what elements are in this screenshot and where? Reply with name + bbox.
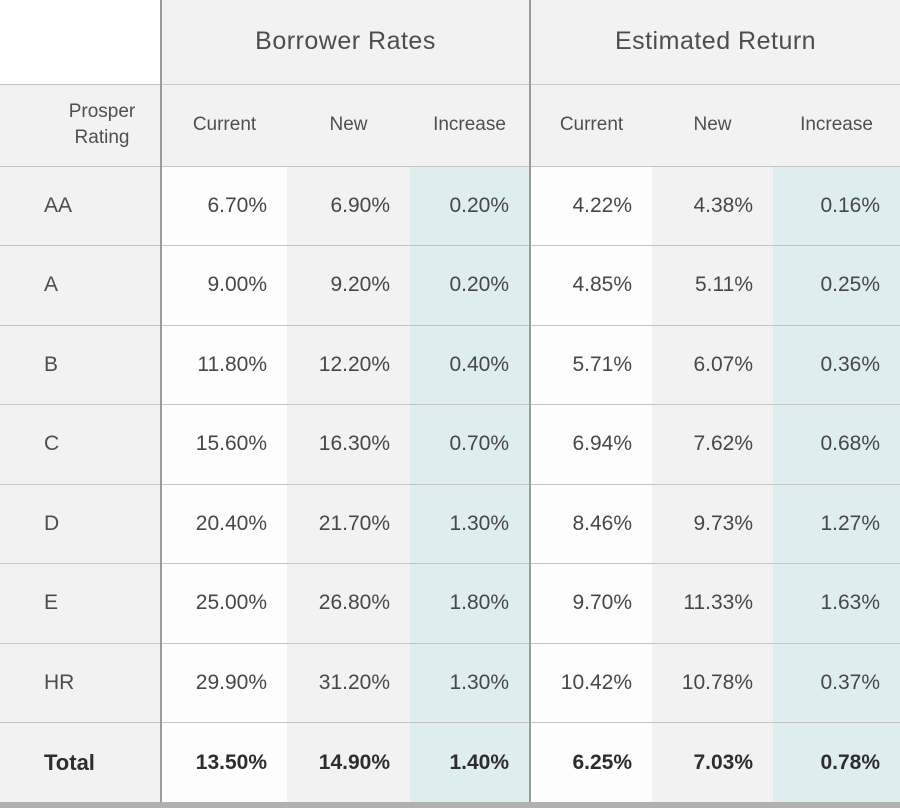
value-cell: 1.30%	[410, 484, 531, 564]
column-header-er-current: Current	[530, 84, 652, 167]
column-header-er-new: New	[652, 84, 773, 167]
value-cell: 0.68%	[773, 404, 900, 485]
rating-cell: A	[0, 245, 162, 326]
value-cell: 25.00%	[161, 563, 287, 644]
value-cell: 4.38%	[652, 166, 773, 246]
value-cell: 26.80%	[287, 563, 410, 644]
value-cell: 12.20%	[287, 325, 410, 405]
value-cell: 1.40%	[410, 722, 531, 802]
value-cell: 6.07%	[652, 325, 773, 405]
section-header-estimated-return: Estimated Return	[530, 0, 900, 85]
value-cell: 9.20%	[287, 245, 410, 326]
value-cell: 8.46%	[530, 484, 652, 564]
value-cell: 1.27%	[773, 484, 900, 564]
column-header-br-increase: Increase	[410, 84, 531, 167]
table-row-b: B 11.80% 12.20% 0.40% 5.71% 6.07% 0.36%	[0, 325, 900, 405]
value-cell: 1.30%	[410, 643, 531, 723]
value-cell: 0.70%	[410, 404, 531, 485]
value-cell: 6.70%	[161, 166, 287, 246]
value-cell: 0.36%	[773, 325, 900, 405]
column-header-prosper-rating: Prosper Rating	[0, 84, 162, 167]
column-header-br-new: New	[287, 84, 410, 167]
value-cell: 1.80%	[410, 563, 531, 644]
value-cell: 15.60%	[161, 404, 287, 485]
value-cell: 11.80%	[161, 325, 287, 405]
table-row-hr: HR 29.90% 31.20% 1.30% 10.42% 10.78% 0.3…	[0, 643, 900, 723]
value-cell: 0.37%	[773, 643, 900, 723]
value-cell: 6.90%	[287, 166, 410, 246]
table-row-aa: AA 6.70% 6.90% 0.20% 4.22% 4.38% 0.16%	[0, 166, 900, 246]
rating-cell: B	[0, 325, 162, 405]
value-cell: 0.25%	[773, 245, 900, 326]
value-cell: 21.70%	[287, 484, 410, 564]
value-cell: 5.71%	[530, 325, 652, 405]
value-cell: 4.85%	[530, 245, 652, 326]
table-row-a: A 9.00% 9.20% 0.20% 4.85% 5.11% 0.25%	[0, 245, 900, 326]
rating-cell: D	[0, 484, 162, 564]
value-cell: 29.90%	[161, 643, 287, 723]
rating-cell-total: Total	[0, 722, 162, 802]
column-header-er-increase: Increase	[773, 84, 900, 167]
value-cell: 9.70%	[530, 563, 652, 644]
section-header-row: Borrower Rates Estimated Return	[0, 0, 900, 85]
value-cell: 9.00%	[161, 245, 287, 326]
value-cell: 0.40%	[410, 325, 531, 405]
corner-cell	[0, 0, 162, 85]
value-cell: 0.20%	[410, 245, 531, 326]
value-cell: 10.78%	[652, 643, 773, 723]
value-cell: 0.16%	[773, 166, 900, 246]
value-cell: 11.33%	[652, 563, 773, 644]
value-cell: 9.73%	[652, 484, 773, 564]
value-cell: 6.25%	[530, 722, 652, 802]
rating-cell: C	[0, 404, 162, 485]
section-header-borrower-rates: Borrower Rates	[161, 0, 531, 85]
table-row-d: D 20.40% 21.70% 1.30% 8.46% 9.73% 1.27%	[0, 484, 900, 564]
value-cell: 16.30%	[287, 404, 410, 485]
rating-cell: AA	[0, 166, 162, 246]
value-cell: 7.62%	[652, 404, 773, 485]
rating-cell: E	[0, 563, 162, 644]
table-row-c: C 15.60% 16.30% 0.70% 6.94% 7.62% 0.68%	[0, 404, 900, 485]
value-cell: 10.42%	[530, 643, 652, 723]
table-row-total: Total 13.50% 14.90% 1.40% 6.25% 7.03% 0.…	[0, 722, 900, 802]
value-cell: 14.90%	[287, 722, 410, 802]
rating-cell: HR	[0, 643, 162, 723]
value-cell: 1.63%	[773, 563, 900, 644]
column-header-br-current: Current	[161, 84, 287, 167]
value-cell: 4.22%	[530, 166, 652, 246]
value-cell: 7.03%	[652, 722, 773, 802]
value-cell: 5.11%	[652, 245, 773, 326]
value-cell: 31.20%	[287, 643, 410, 723]
value-cell: 6.94%	[530, 404, 652, 485]
value-cell: 0.20%	[410, 166, 531, 246]
table-row-e: E 25.00% 26.80% 1.80% 9.70% 11.33% 1.63%	[0, 563, 900, 644]
value-cell: 0.78%	[773, 722, 900, 802]
value-cell: 20.40%	[161, 484, 287, 564]
bottom-edge-bar	[0, 802, 900, 808]
value-cell: 13.50%	[161, 722, 287, 802]
column-header-row: Prosper Rating Current New Increase Curr…	[0, 84, 900, 167]
